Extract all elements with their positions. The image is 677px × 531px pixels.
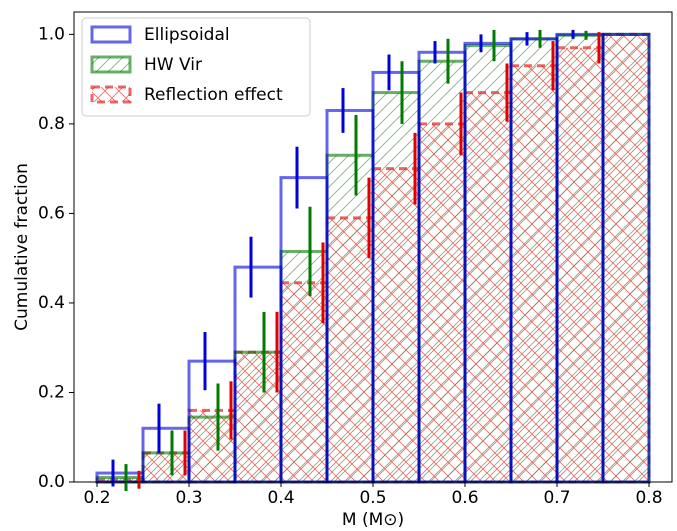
y-tick-label: 1.0 [38,24,65,44]
legend-label: Ellipsoidal [144,25,230,45]
hist-bar [279,249,329,484]
legend-swatch [90,25,132,44]
x-tick-label: 0.3 [175,488,202,508]
legend-label: Reflection effect [144,85,283,105]
legend-swatch [90,85,132,104]
x-tick-label: 0.7 [543,488,570,508]
hist-bar [555,33,605,484]
legend-swatch [90,55,132,74]
hist-bar [601,32,651,484]
y-tick-label: 0.4 [38,293,65,313]
x-tick-label: 0.6 [451,488,478,508]
x-tick-label: 0.2 [83,488,110,508]
hist-bar [233,350,283,484]
y-tick-label: 0.0 [38,472,65,492]
hist-bar [141,451,191,484]
y-axis-label: Cumulative fraction [12,163,32,331]
hist-bar [417,59,467,484]
hist-bar [463,44,513,484]
hist-bar [187,415,237,484]
x-tick-label: 0.5 [359,488,386,508]
y-tick-label: 0.8 [38,114,65,134]
hist-bar [371,91,421,484]
hist-bar [509,37,559,484]
hist-bar [325,153,375,484]
legend-box [81,17,311,117]
y-tick-label: 0.6 [38,203,65,223]
x-tick-label: 0.4 [267,488,294,508]
x-axis-label: M (M⊙) [342,510,404,530]
x-tick-label: 0.8 [635,488,662,508]
y-tick-label: 0.2 [38,382,65,402]
legend-label: HW Vir [144,55,202,75]
